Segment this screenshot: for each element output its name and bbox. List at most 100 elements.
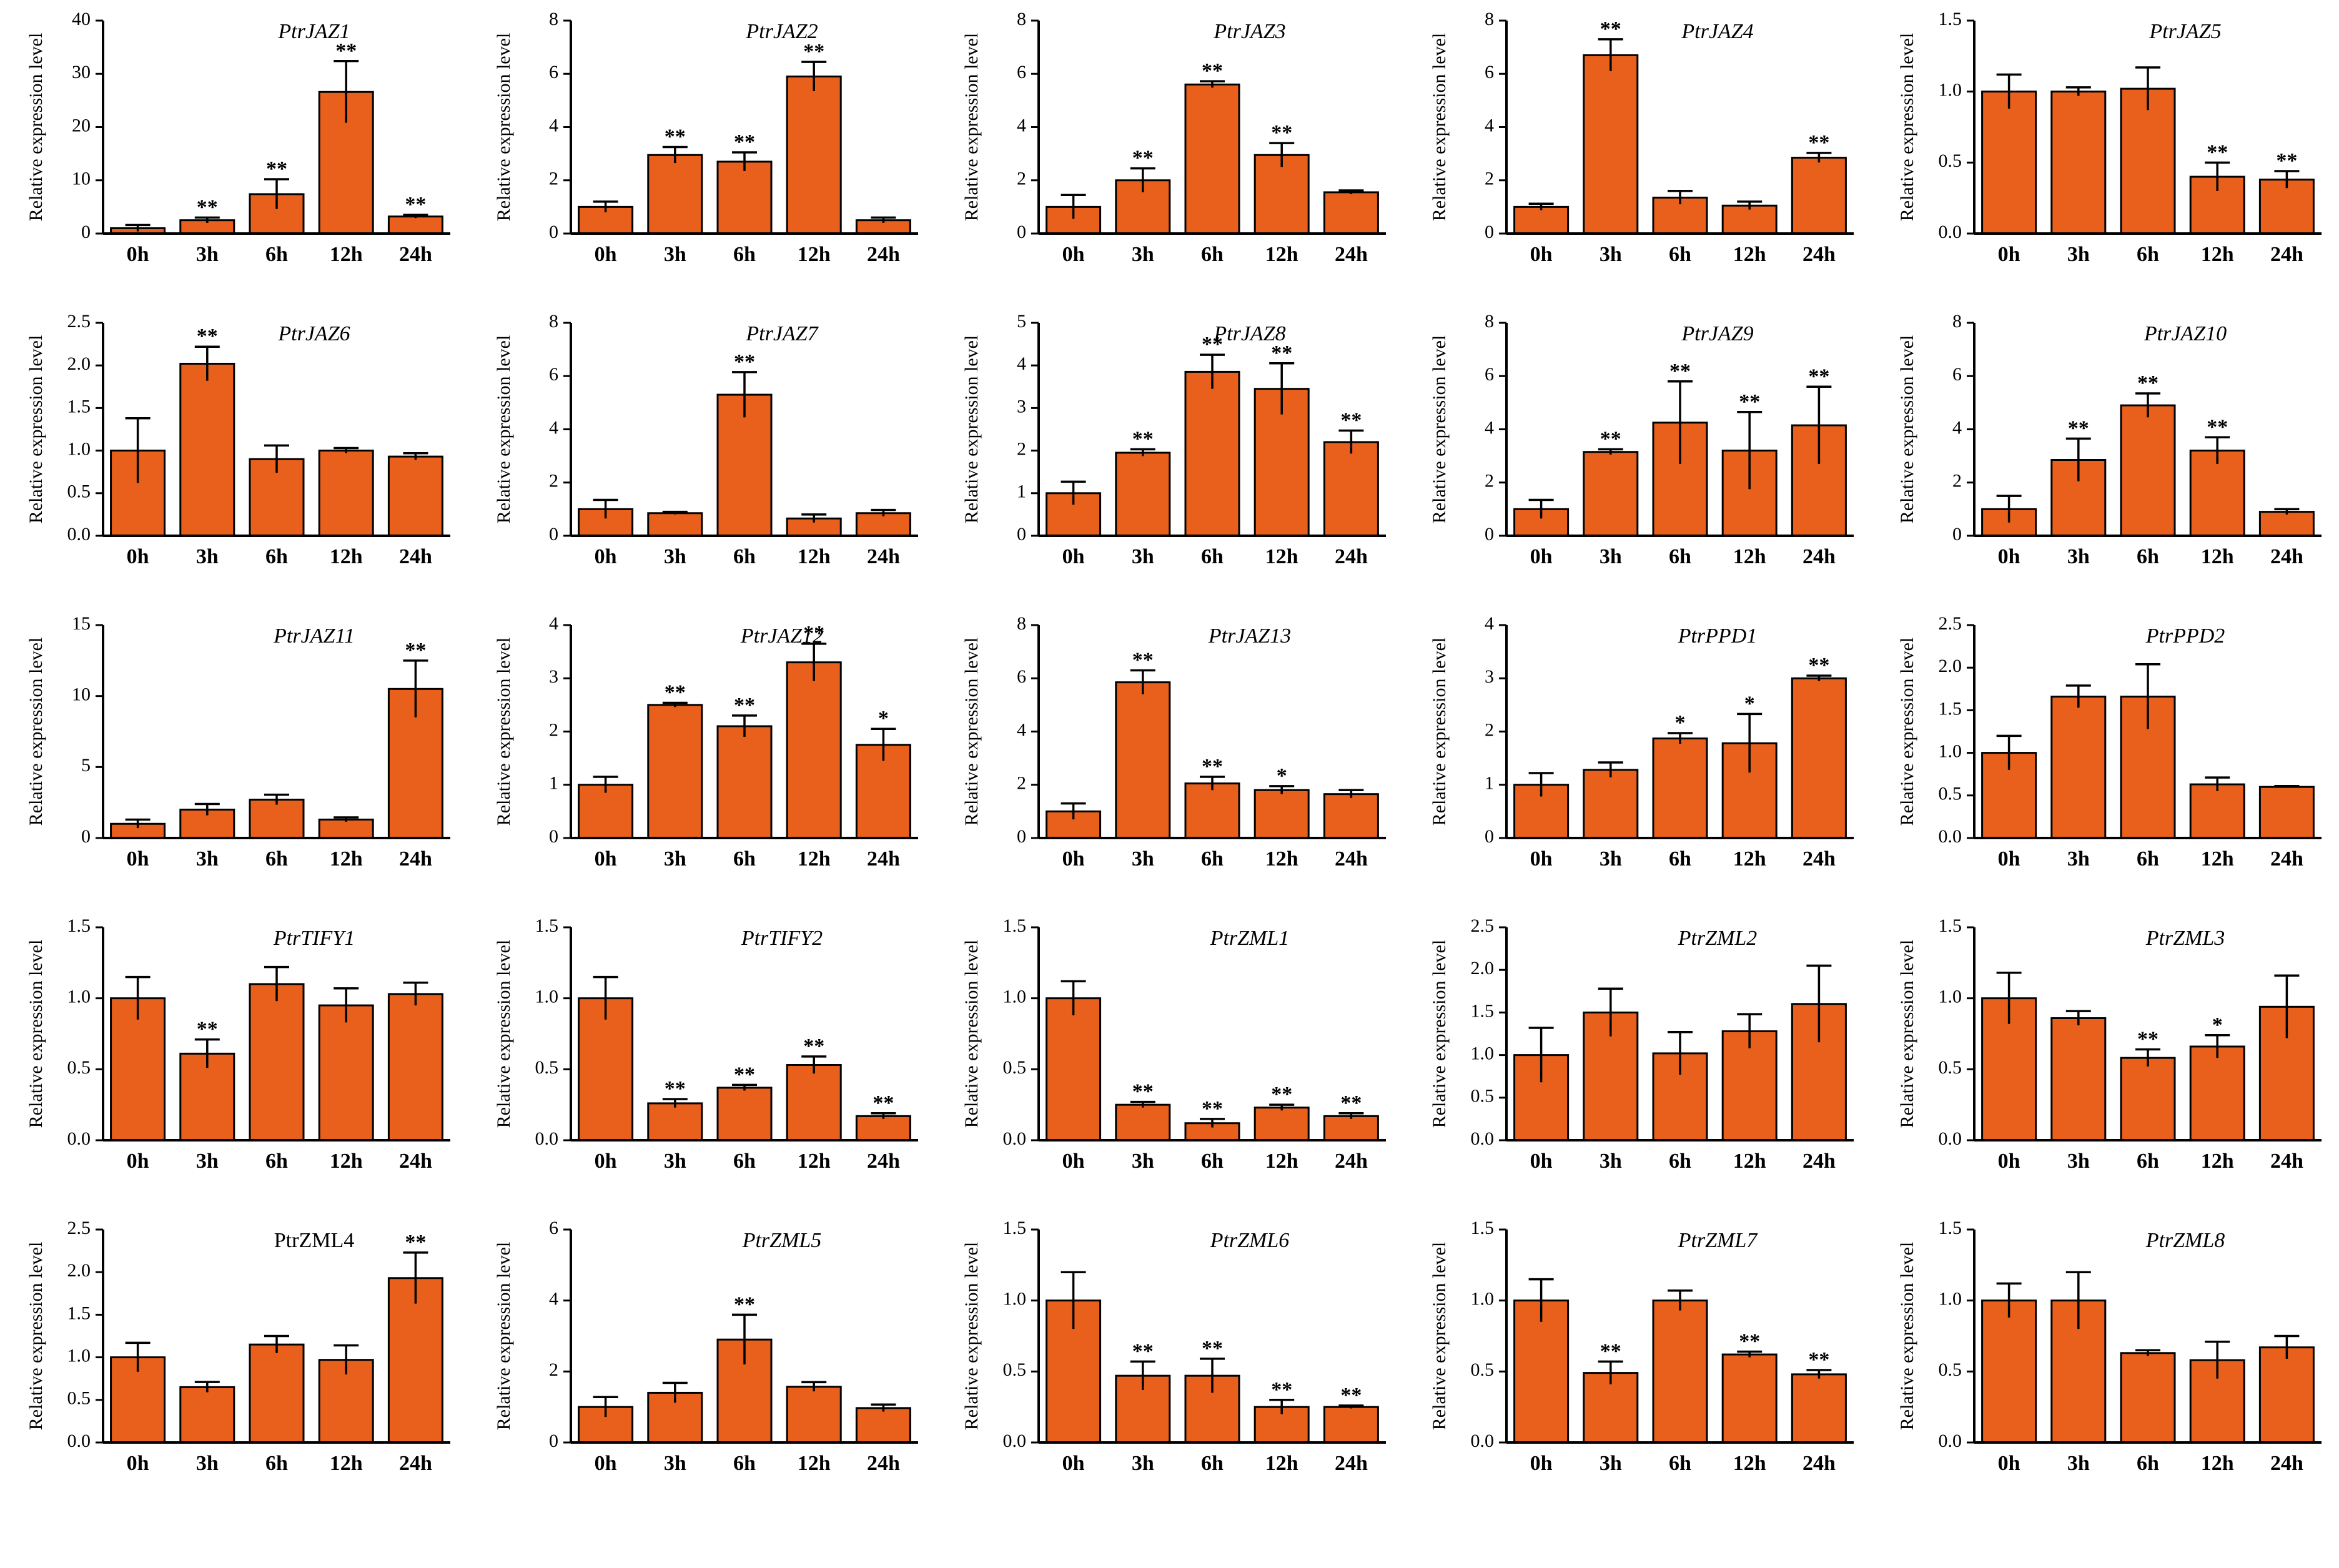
bar-24h [1791,157,1847,235]
y-tick-label: 6 [1485,62,1494,82]
bar-24h [387,455,443,537]
panel-title: PtrJAZ9 [1681,322,1753,345]
y-tick-label: 6 [1017,666,1026,687]
y-tick-label: 0 [81,826,91,847]
x-tick-label: 24h [867,1452,900,1475]
panel-title: PtrJAZ6 [277,322,350,345]
x-tick-label: 24h [2270,545,2303,568]
significance-mark: ** [734,694,755,717]
y-tick-label: 1.5 [1471,1000,1495,1021]
x-tick-label: 12h [798,243,831,266]
x-tick-label: 3h [196,545,219,568]
chart-panel-PtrPPD1: Relative expression level PtrPPD1 0 1 2 3 4 0h 3… [1429,613,1854,870]
x-tick-label: 6h [265,1150,288,1173]
x-tick-label: 12h [1733,1150,1766,1173]
y-tick-label: 2 [1485,719,1494,740]
x-tick-label: 6h [1201,545,1224,568]
y-tick-label: 0.0 [1003,1431,1027,1451]
y-tick-label: 1.5 [1939,1218,1962,1238]
bar-3h [1115,1103,1171,1141]
bar-3h [2050,91,2107,235]
bar-3h [1583,1372,1639,1444]
chart-panel-PtrJAZ4: Relative expression level PtrJAZ4 0 2 4 6 8 0h *… [1429,9,1854,266]
y-tick-label: 0 [81,222,91,242]
x-tick-label: 24h [1335,545,1368,568]
x-tick-label: 24h [1802,545,1836,568]
significance-mark: ** [197,195,218,219]
bar-6h [716,725,773,839]
x-tick-label: 24h [2270,847,2303,870]
x-tick-label: 24h [1335,1452,1368,1475]
x-tick-label: 12h [798,847,831,870]
bar-6h [1652,737,1708,839]
y-tick-label: 2 [1017,773,1026,794]
x-tick-label: 24h [399,545,432,568]
y-tick-label: 0.0 [1939,1431,1962,1451]
y-tick-label: 0 [549,826,558,847]
y-tick-label: 1.0 [67,438,91,459]
x-tick-label: 12h [798,1452,831,1475]
y-tick-label: 1.0 [1003,987,1027,1007]
significance-mark: ** [1600,1339,1621,1363]
x-tick-label: 24h [399,1452,432,1475]
x-tick-label: 24h [2270,1452,2303,1475]
y-axis-label: Relative expression level [1429,33,1450,222]
y-tick-label: 0.0 [1939,222,1962,242]
bar-24h [855,1115,911,1141]
significance-mark: ** [335,39,357,62]
chart-panel-PtrJAZ13: Relative expression level PtrJAZ13 0 2 4 6 8 0h… [961,613,1386,870]
panel-title: PtrJAZ10 [2144,322,2227,345]
y-tick-label: 2.0 [67,353,91,374]
x-tick-label: 12h [2201,243,2234,266]
x-tick-label: 12h [330,243,363,266]
bar-6h [249,983,305,1141]
y-tick-label: 6 [1952,364,1962,385]
bar-24h [1323,1406,1379,1444]
y-tick-label: 0 [549,222,558,242]
significance-mark: * [1277,764,1287,787]
chart-panel-PtrJAZ12: Relative expression levelPtrJAZ12012340h… [493,613,918,870]
bar-6h [2120,87,2176,235]
x-tick-label: 24h [399,1150,432,1173]
y-tick-label: 0 [1017,222,1026,242]
bar-12h [1721,1353,1778,1444]
x-tick-label: 6h [2137,1452,2159,1475]
y-tick-label: 2.5 [1471,915,1495,936]
y-axis-label: Relative expression level [26,638,46,826]
y-tick-label: 5 [1017,311,1026,332]
bar-3h [647,154,703,235]
x-tick-label: 12h [330,1452,363,1475]
y-tick-label: 15 [72,613,91,634]
bar-12h [1254,1107,1310,1141]
y-tick-label: 2 [549,471,558,491]
y-tick-label: 1.0 [67,1345,91,1366]
bar-6h [249,799,305,839]
bar-24h [1323,1115,1379,1141]
y-tick-label: 1.5 [67,1303,91,1323]
x-tick-label: 6h [2137,847,2159,870]
significance-mark: ** [1202,59,1223,82]
x-tick-label: 24h [2270,1150,2303,1173]
significance-mark: ** [1739,390,1760,413]
y-tick-label: 1.5 [1939,915,1962,936]
x-tick-label: 12h [330,847,363,870]
y-tick-label: 0 [1485,524,1494,545]
significance-mark: ** [1739,1330,1760,1353]
significance-mark: ** [1340,1384,1362,1407]
x-tick-label: 3h [1132,1452,1154,1475]
x-tick-label: 6h [265,1452,288,1475]
y-tick-label: 0.5 [1471,1359,1495,1380]
y-tick-label: 0.0 [535,1128,559,1149]
y-tick-label: 8 [1485,9,1494,29]
y-tick-label: 6 [1017,62,1026,82]
x-tick-label: 12h [2201,1150,2234,1173]
y-tick-label: 0.0 [1471,1128,1495,1149]
x-tick-label: 0h [1998,545,2020,568]
significance-mark: ** [1132,428,1154,451]
panel-title: PtrJAZ4 [1681,20,1753,43]
chart-panel-PtrTIFY2: Relative expression level PtrTIFY2 0.0 0.5 1… [493,915,918,1173]
significance-mark: ** [734,350,755,373]
significance-mark: ** [405,1231,426,1254]
significance-mark: ** [1132,147,1154,170]
significance-mark: ** [2276,149,2297,172]
